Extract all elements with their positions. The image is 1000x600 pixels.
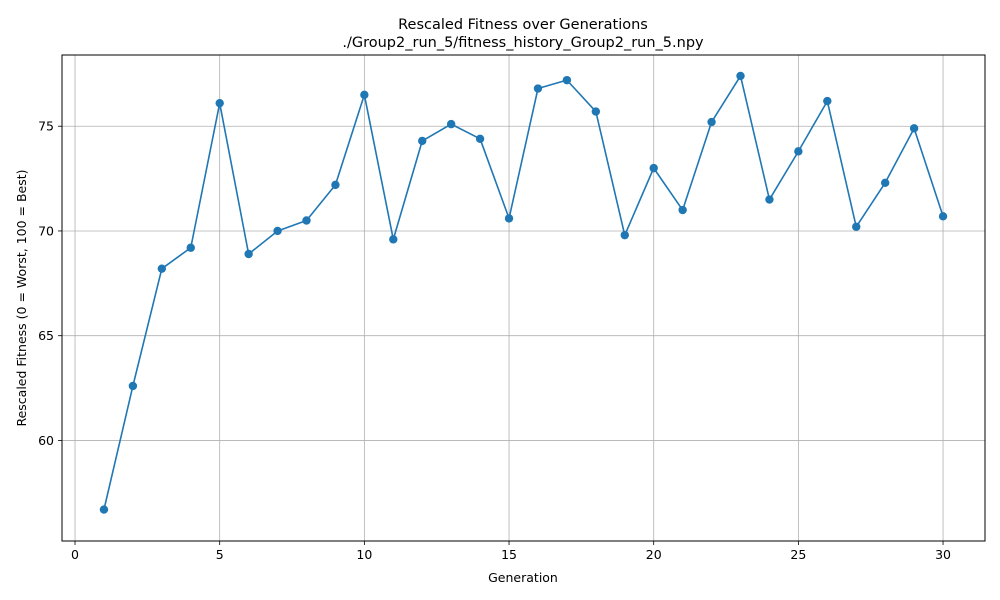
data-point (938, 212, 948, 221)
y-tick-label: 65 (38, 328, 54, 343)
data-point (880, 178, 890, 187)
data-point (273, 226, 282, 236)
data-point (620, 230, 629, 240)
data-point (446, 119, 456, 129)
data-series (99, 71, 948, 514)
y-tick-label: 75 (38, 119, 54, 134)
data-point (186, 243, 195, 252)
y-axis-label: Rescaled Fitness (0 = Worst, 100 = Best) (14, 169, 29, 426)
data-point (128, 381, 138, 391)
series-line (103, 75, 944, 510)
data-point (302, 216, 311, 225)
chart-title: Rescaled Fitness over Generations (398, 17, 648, 33)
data-point (504, 214, 514, 223)
data-point (678, 205, 687, 215)
data-point (649, 163, 658, 173)
data-point (823, 96, 832, 106)
y-tick-label: 60 (38, 433, 54, 448)
data-point (765, 195, 774, 204)
x-tick-label: 25 (790, 547, 806, 562)
data-point (360, 90, 369, 100)
data-point (99, 505, 109, 514)
x-tick-label: 5 (216, 547, 224, 562)
x-tick-label: 0 (71, 547, 79, 562)
plot-area-frame (61, 54, 986, 542)
chart-subtitle: ./Group2_run_5/fitness_history_Group2_ru… (342, 35, 704, 51)
data-point (389, 235, 398, 244)
data-point (707, 117, 716, 127)
x-tick-label: 10 (356, 547, 372, 562)
data-point (475, 134, 485, 143)
data-point (157, 264, 167, 273)
data-point (852, 222, 861, 231)
x-tick-label: 20 (646, 547, 662, 562)
data-point (244, 249, 253, 259)
x-tick-label: 15 (501, 547, 517, 562)
y-tick-label: 70 (38, 223, 54, 238)
data-point (533, 84, 543, 93)
data-point (909, 124, 919, 133)
data-point (215, 98, 224, 108)
data-point (331, 180, 340, 190)
grid-lines (62, 55, 985, 541)
data-point (418, 136, 427, 146)
data-point (736, 71, 745, 81)
data-point (591, 107, 601, 116)
data-point (562, 75, 572, 85)
x-axis-label: Generation (488, 570, 558, 585)
x-axis-ticks: 0 5 10 15 20 25 30 (71, 541, 951, 562)
x-tick-label: 30 (935, 547, 951, 562)
data-point (794, 147, 803, 156)
y-axis-ticks: 60 65 70 75 (38, 119, 62, 448)
